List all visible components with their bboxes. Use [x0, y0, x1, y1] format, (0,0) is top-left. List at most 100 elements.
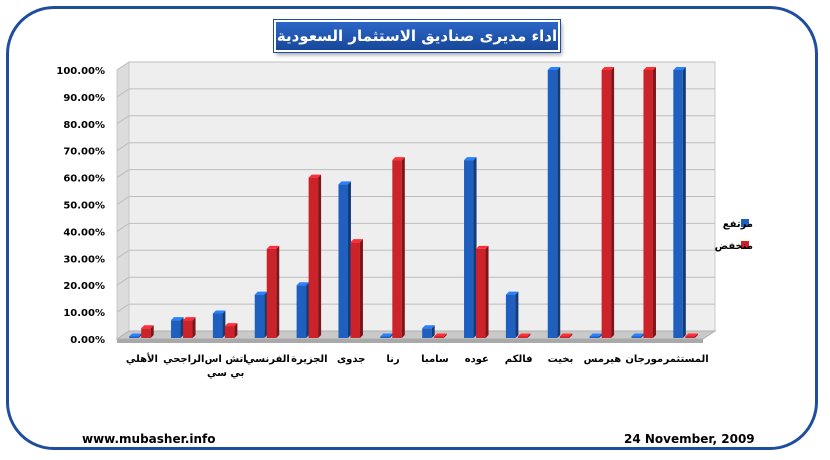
bar-side — [180, 317, 184, 338]
bar-side — [682, 67, 686, 338]
bar-side — [473, 157, 477, 338]
bar-low — [434, 336, 444, 338]
x-tick-label: عوده — [465, 354, 489, 365]
x-tick-label: الراجحي — [163, 354, 204, 365]
gridline — [116, 303, 715, 313]
bar-top — [559, 333, 573, 337]
x-tick-label: الأهلي — [126, 352, 158, 365]
bar-top — [601, 67, 615, 70]
x-tick-label: هيرمس — [584, 354, 622, 365]
bar-low — [308, 177, 319, 338]
bar-side — [389, 333, 393, 338]
gridline — [116, 142, 715, 152]
bar-low — [685, 336, 695, 338]
y-tick-label: 80.00% — [63, 120, 105, 131]
bar-high — [422, 328, 432, 338]
bar-top — [183, 317, 196, 321]
footer-website: www.mubasher.info — [82, 432, 216, 446]
bar-top — [266, 245, 280, 249]
y-tick-label: 20.00% — [63, 281, 105, 292]
y-tick-label: 70.00% — [63, 147, 105, 158]
bar-high — [254, 294, 265, 338]
gridline — [116, 276, 715, 286]
bar-high — [589, 336, 600, 338]
y-tick-label: 100.00% — [56, 66, 105, 77]
bar-side — [652, 67, 656, 338]
footer-date: 24 November, 2009 — [624, 432, 755, 446]
bar-top — [422, 325, 435, 329]
bar-top — [505, 291, 519, 295]
bar-top — [589, 333, 603, 337]
bar-low — [559, 336, 570, 338]
y-tick-label: 30.00% — [63, 254, 105, 265]
bar-low — [141, 328, 151, 338]
y-tick-label: 0.00% — [70, 335, 105, 346]
bar-top — [296, 282, 310, 286]
legend-swatch — [741, 241, 749, 249]
x-tick-label: المستثمر — [662, 354, 708, 365]
y-tick-label: 10.00% — [63, 308, 105, 319]
x-tick-label: جدوى — [337, 354, 365, 365]
bar-side — [276, 245, 280, 338]
chart-title: اداء مديرى صناديق الاستثمار السعودية — [274, 20, 560, 52]
bar-side — [485, 245, 489, 338]
gridline — [116, 222, 715, 232]
x-tick-label: بخيت — [548, 354, 574, 365]
bar-side — [611, 67, 615, 338]
bar-top — [476, 245, 489, 249]
bar-side — [222, 310, 226, 338]
bar-side — [234, 323, 238, 338]
bar-high — [380, 336, 390, 338]
bar-top — [308, 174, 322, 178]
x-tick-label: الفرنسي — [245, 354, 290, 365]
bar-top — [434, 333, 447, 337]
bar-high — [338, 184, 348, 338]
bar-top — [547, 67, 561, 70]
bar-side — [150, 325, 154, 338]
bar-high — [296, 285, 307, 338]
bar-top — [141, 325, 154, 329]
bar-low — [224, 326, 235, 338]
bar-side — [192, 317, 196, 338]
bar-top — [685, 333, 698, 337]
bar-low — [517, 336, 528, 338]
x-tick-label: بي سي — [207, 368, 244, 379]
bar-top — [392, 157, 405, 161]
bar-top — [517, 333, 531, 337]
bar-top — [224, 323, 238, 327]
bar-low — [476, 248, 486, 338]
bar-side — [431, 325, 435, 338]
bar-side — [306, 282, 310, 338]
bar-side — [318, 174, 322, 338]
bar-low — [643, 70, 653, 338]
bar-top — [464, 157, 477, 161]
plot-floor — [115, 330, 717, 340]
gridline — [116, 115, 715, 125]
bar-top — [338, 181, 351, 185]
bar-top — [254, 291, 268, 295]
bar-top — [350, 239, 363, 243]
bar-top — [129, 333, 142, 337]
bar-low — [266, 248, 277, 338]
bar-side — [347, 181, 351, 338]
bar-high — [129, 336, 139, 338]
bar-top — [643, 67, 656, 70]
bar-side — [443, 333, 447, 338]
bar-top — [212, 310, 226, 314]
legend-label: منخفض — [715, 241, 753, 252]
bar-top — [171, 317, 184, 321]
bar-high — [464, 160, 474, 338]
bar-side — [401, 157, 405, 338]
bar-high — [631, 336, 641, 338]
plot-floor-edge — [117, 339, 703, 343]
x-tick-label: فالكم — [505, 354, 533, 365]
bar-low — [392, 160, 402, 338]
x-tick-label: رنا — [386, 354, 400, 365]
bar-side — [557, 67, 561, 338]
y-tick-label: 40.00% — [63, 227, 105, 238]
y-tick-label: 90.00% — [63, 93, 105, 104]
legend-label: مرتفع — [723, 219, 753, 230]
bar-side — [569, 333, 573, 338]
bar-side — [515, 291, 519, 338]
bar-high — [505, 294, 516, 338]
